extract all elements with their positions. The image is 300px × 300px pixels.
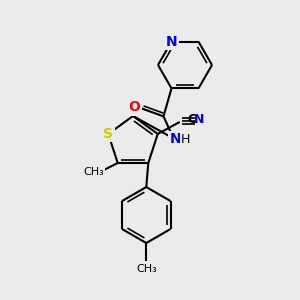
Text: S: S <box>103 127 113 141</box>
Text: O: O <box>129 100 140 114</box>
Text: N: N <box>194 113 204 127</box>
Text: N: N <box>170 132 181 146</box>
Text: CH₃: CH₃ <box>83 167 104 177</box>
Text: H: H <box>181 133 190 146</box>
Text: C: C <box>187 113 196 127</box>
Text: N: N <box>166 34 177 49</box>
Text: CH₃: CH₃ <box>136 264 157 274</box>
